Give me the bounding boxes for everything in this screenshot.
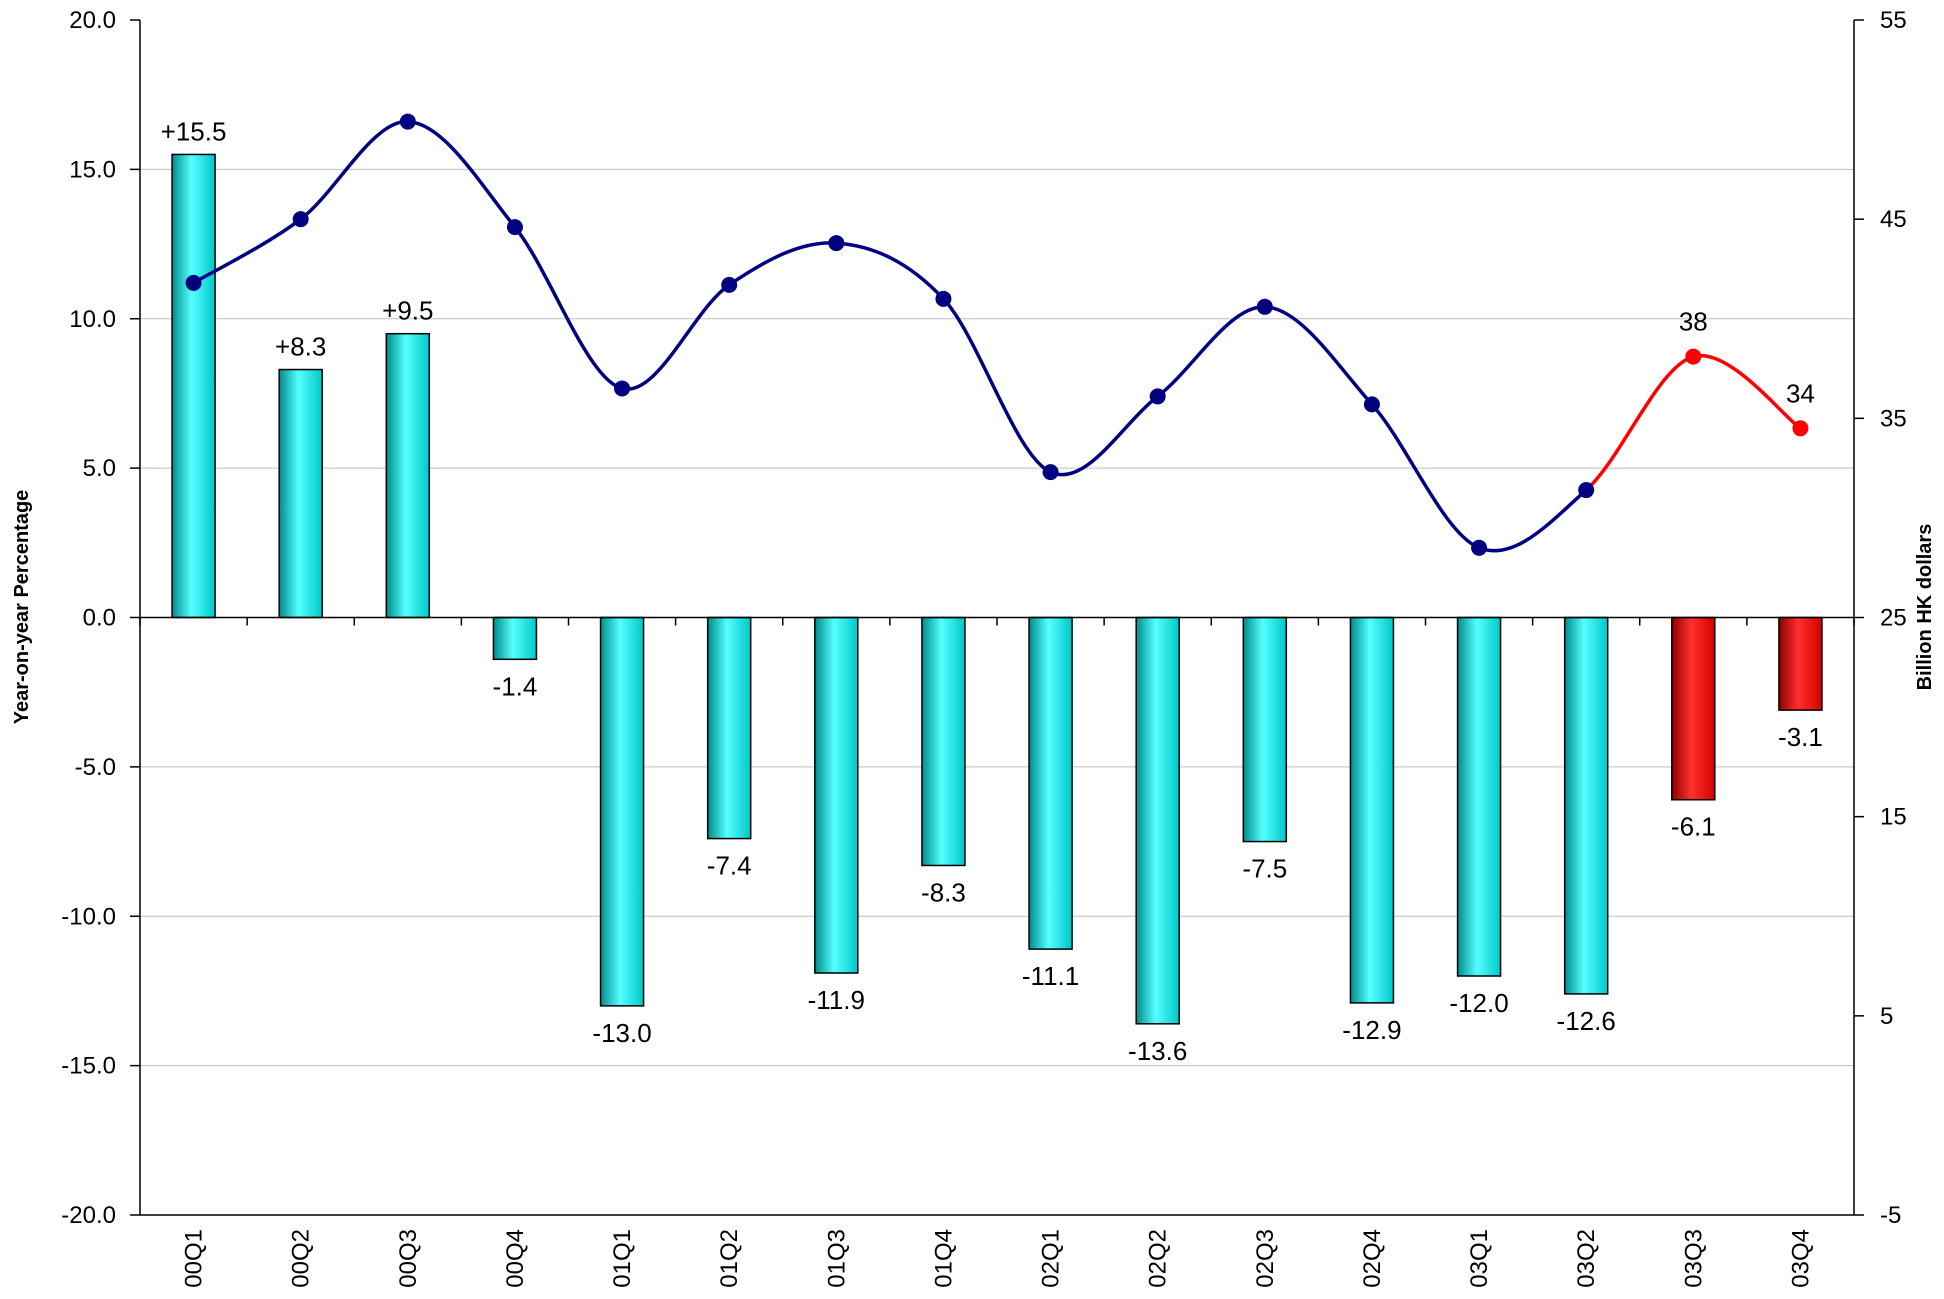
bar-label-00Q3: +9.5 — [382, 296, 433, 326]
bar-label-01Q4: -8.3 — [921, 877, 966, 907]
bar-03Q1 — [1456, 616, 1502, 977]
right-tick-label: -5 — [1880, 1202, 1901, 1229]
bar-01Q4 — [921, 616, 966, 867]
line-point-01Q4 — [935, 290, 952, 307]
line-point-03Q4 — [1792, 420, 1809, 437]
left-tick-label: -10.0 — [61, 903, 116, 930]
bar-label-03Q3: -6.1 — [1671, 812, 1716, 842]
x-axis-ticks: 00Q1 00Q2 00Q3 00Q4 01Q1 01Q2 01Q3 01Q4 02Q1 02Q2… — [181, 1229, 1815, 1288]
left-tick-label: 15.0 — [69, 156, 116, 183]
left-tick-label: 20.0 — [69, 7, 116, 34]
line-point-02Q4 — [1363, 396, 1380, 413]
right-tick-label: 15 — [1880, 804, 1907, 831]
line-point-01Q3 — [828, 235, 845, 252]
bar-label-00Q4: -1.4 — [493, 671, 538, 701]
x-tick-label-01Q4: 01Q4 — [930, 1229, 957, 1288]
bar-01Q3 — [814, 616, 859, 974]
right-tick-label: 35 — [1880, 405, 1907, 432]
line-point-03Q2 — [1578, 482, 1595, 499]
line-point-03Q3 — [1685, 348, 1702, 365]
x-tick-label-02Q4: 02Q4 — [1359, 1229, 1386, 1288]
bar-00Q4 — [492, 616, 538, 661]
bar-02Q3 — [1242, 616, 1288, 843]
x-tick-label-01Q1: 01Q1 — [609, 1229, 636, 1288]
bar-00Q2 — [278, 368, 323, 619]
left-tick-label: 10.0 — [69, 306, 116, 333]
bar-label-02Q1: -11.1 — [1022, 961, 1079, 991]
line-label-03Q4: 34 — [1786, 378, 1815, 408]
x-tick-label-00Q3: 00Q3 — [395, 1229, 422, 1288]
bar-01Q1 — [599, 616, 645, 1007]
right-tick-label: 55 — [1880, 7, 1907, 34]
bar-label-00Q1: +15.5 — [161, 116, 227, 146]
x-tick-label-03Q4: 03Q4 — [1787, 1229, 1814, 1288]
bar-label-00Q2: +8.3 — [275, 332, 326, 362]
line-point-00Q1 — [185, 274, 202, 291]
x-tick-label-00Q4: 00Q4 — [502, 1229, 529, 1288]
line-point-02Q2 — [1149, 388, 1166, 405]
line-point-01Q1 — [614, 380, 631, 397]
bar-00Q1 — [171, 153, 216, 619]
x-tick-label-02Q2: 02Q2 — [1145, 1229, 1172, 1288]
x-tick-label-03Q1: 03Q1 — [1466, 1229, 1493, 1288]
bar-label-03Q1: -12.0 — [1449, 988, 1508, 1018]
bar-label-03Q2: -12.6 — [1557, 1006, 1616, 1036]
bar-data-labels: +15.5 +8.3 +9.5 -1.4 -13.0 -7.4 -11.9 -8.3 -11.1… — [161, 116, 1823, 1065]
x-tick-label-02Q1: 02Q1 — [1038, 1229, 1065, 1288]
bar-03Q2 — [1563, 616, 1609, 995]
line-point-03Q1 — [1471, 539, 1488, 556]
bar-03Q4 — [1778, 616, 1823, 711]
x-tick-label-02Q3: 02Q3 — [1252, 1229, 1279, 1288]
left-axis-ticks: 20.0 15.0 10.0 5.0 0.0 -5.0 -10.0 -15.0 -20.0 — [61, 7, 140, 1229]
right-tick-label: 45 — [1880, 206, 1907, 233]
bar-label-01Q2: -7.4 — [707, 851, 752, 881]
bar-label-03Q4: -3.1 — [1778, 722, 1823, 752]
line-point-00Q4 — [506, 219, 523, 236]
bar-02Q2 — [1135, 616, 1180, 1025]
x-tick-label-00Q2: 00Q2 — [288, 1229, 315, 1288]
bar-02Q1 — [1028, 616, 1073, 950]
left-tick-label: -15.0 — [61, 1053, 116, 1080]
left-tick-label: 0.0 — [83, 605, 116, 632]
x-tick-label-01Q2: 01Q2 — [716, 1229, 743, 1288]
right-axis-ticks: 55 45 35 25 15 5 -5 — [1854, 7, 1907, 1229]
bar-01Q2 — [706, 616, 752, 840]
right-axis-title: Billion HK dollars — [1914, 524, 1936, 691]
line-point-02Q1 — [1042, 464, 1059, 481]
line-label-03Q3: 38 — [1679, 307, 1708, 337]
bar-label-01Q1: -13.0 — [592, 1018, 651, 1048]
bar-series — [171, 153, 1823, 1025]
line-point-00Q3 — [399, 113, 416, 130]
right-tick-label: 5 — [1880, 1003, 1893, 1030]
x-tick-label-03Q3: 03Q3 — [1680, 1229, 1707, 1288]
line-series: 38 34 — [185, 113, 1815, 556]
bar-label-02Q2: -13.6 — [1128, 1036, 1187, 1066]
line-path-highlight — [1585, 353, 1802, 492]
line-point-01Q2 — [721, 276, 738, 293]
bar-label-02Q3: -7.5 — [1242, 854, 1287, 884]
right-tick-label: 25 — [1880, 605, 1907, 632]
bar-label-02Q4: -12.9 — [1342, 1015, 1401, 1045]
left-tick-label: -20.0 — [61, 1202, 116, 1229]
bar-label-01Q3: -11.9 — [808, 985, 865, 1015]
line-point-00Q2 — [292, 211, 309, 228]
x-tick-label-03Q2: 03Q2 — [1573, 1229, 1600, 1288]
left-tick-label: 5.0 — [83, 455, 116, 482]
bar-03Q3 — [1671, 616, 1716, 801]
bar-00Q3 — [385, 332, 431, 619]
bar-02Q4 — [1349, 616, 1395, 1004]
left-tick-label: -5.0 — [75, 754, 116, 781]
x-tick-label-00Q1: 00Q1 — [181, 1229, 208, 1288]
line-point-02Q3 — [1256, 298, 1273, 315]
line-path — [192, 119, 1588, 553]
x-tick-label-01Q3: 01Q3 — [823, 1229, 850, 1288]
left-axis-title: Year-on-year Percentage — [11, 490, 33, 725]
